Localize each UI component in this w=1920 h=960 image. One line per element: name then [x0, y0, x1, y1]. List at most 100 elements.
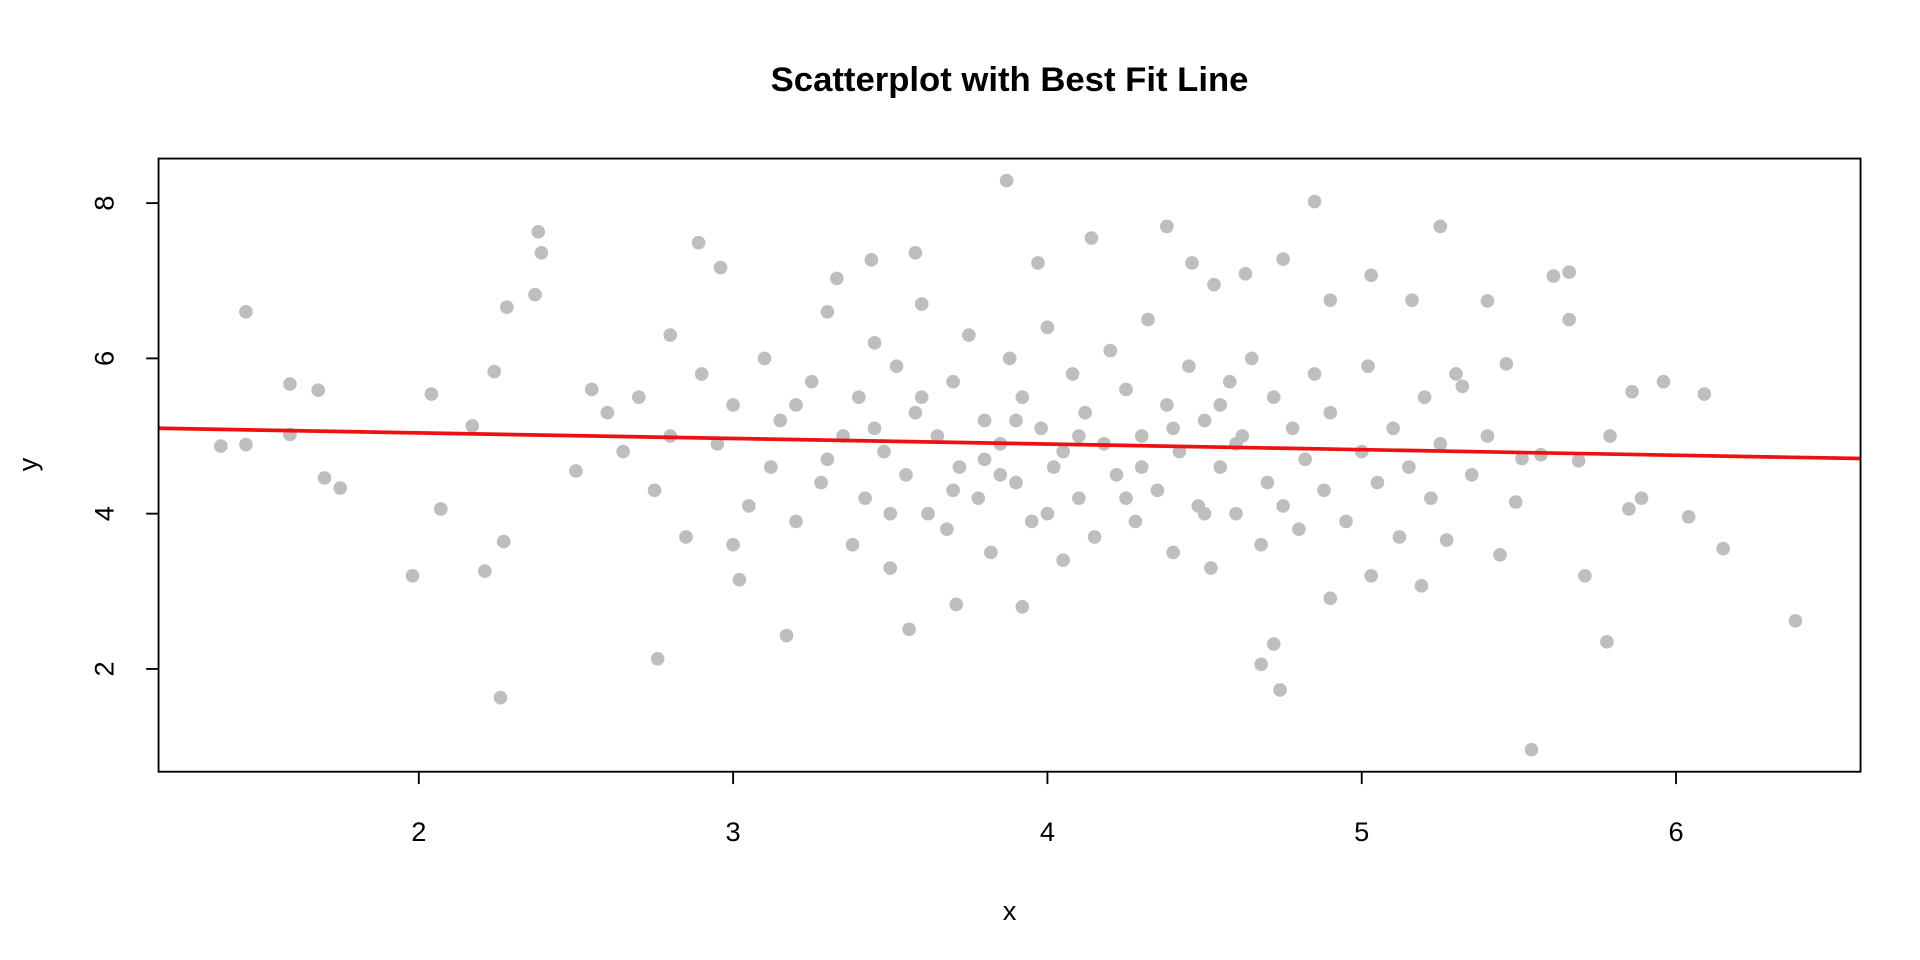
point [852, 390, 866, 405]
point [1166, 545, 1180, 560]
chart-title: Scatterplot with Best Fit Line [771, 61, 1249, 99]
point [531, 225, 546, 239]
point [1515, 451, 1529, 466]
point [1578, 568, 1592, 583]
point [1480, 294, 1495, 308]
point [1254, 537, 1268, 552]
point [493, 690, 508, 705]
point [804, 374, 819, 389]
point [1370, 475, 1385, 490]
point [1119, 491, 1133, 505]
point [902, 622, 916, 637]
point [1788, 613, 1803, 628]
point [1128, 514, 1143, 529]
point [1402, 460, 1416, 474]
point [1414, 579, 1429, 593]
point [1254, 657, 1268, 672]
y-tick-label: 8 [89, 196, 120, 211]
point [949, 597, 964, 612]
point [1134, 460, 1149, 474]
point [914, 390, 929, 405]
point [921, 506, 935, 521]
point [1065, 367, 1080, 381]
x-tick-label: 6 [1668, 816, 1683, 847]
point [1508, 495, 1523, 509]
point [1046, 460, 1061, 474]
point [742, 499, 756, 513]
point [814, 475, 828, 490]
point [283, 377, 297, 391]
point [946, 374, 960, 389]
point [499, 300, 514, 314]
point [858, 491, 872, 505]
point [940, 522, 954, 536]
point [1273, 683, 1287, 697]
y-tick-label: 6 [89, 351, 120, 366]
x-tick-label: 3 [726, 816, 741, 847]
point [820, 452, 835, 467]
point [1417, 390, 1432, 405]
point [1298, 452, 1312, 467]
point [962, 328, 976, 342]
plot-frame [157, 157, 1862, 773]
point [984, 545, 998, 560]
x-axis-title: x [1003, 895, 1017, 926]
x-tick-label: 5 [1354, 816, 1369, 847]
point [691, 235, 706, 250]
point [757, 351, 772, 366]
point [1464, 468, 1479, 482]
point [914, 297, 929, 311]
point [1160, 398, 1174, 412]
point [908, 245, 923, 260]
point [1244, 351, 1259, 366]
point [971, 491, 986, 505]
point [999, 173, 1014, 188]
point [1103, 343, 1118, 358]
point [1204, 561, 1218, 575]
point [333, 481, 348, 495]
point [930, 429, 945, 443]
point [1024, 514, 1039, 529]
point [789, 398, 803, 412]
point [1634, 491, 1649, 505]
point [694, 367, 709, 381]
point [883, 561, 898, 575]
point [1072, 429, 1086, 443]
point [1056, 444, 1070, 459]
point [1716, 541, 1731, 556]
point [528, 287, 542, 302]
point [867, 336, 882, 350]
point [1323, 591, 1338, 606]
point [1323, 405, 1338, 420]
point [317, 471, 332, 485]
point [977, 413, 992, 428]
point [726, 537, 740, 552]
point [773, 413, 788, 428]
point [1433, 436, 1448, 451]
point [889, 359, 904, 373]
point [1307, 367, 1322, 381]
point [908, 405, 923, 420]
point [1339, 514, 1353, 529]
point [1009, 413, 1023, 428]
point [1084, 231, 1099, 245]
point [946, 483, 960, 498]
point [1185, 256, 1199, 270]
point [1087, 530, 1102, 544]
point [1571, 454, 1586, 468]
point [663, 328, 678, 342]
point [864, 252, 879, 267]
point [679, 530, 693, 544]
point [1040, 320, 1055, 335]
y-tick-label: 2 [89, 661, 120, 676]
point [311, 383, 326, 398]
point [1182, 359, 1196, 373]
point [1040, 506, 1055, 521]
y-axis-title: y [12, 457, 43, 471]
point [1238, 266, 1253, 281]
point [487, 364, 502, 379]
point [1134, 429, 1149, 443]
point [239, 437, 253, 452]
point [1109, 468, 1124, 482]
